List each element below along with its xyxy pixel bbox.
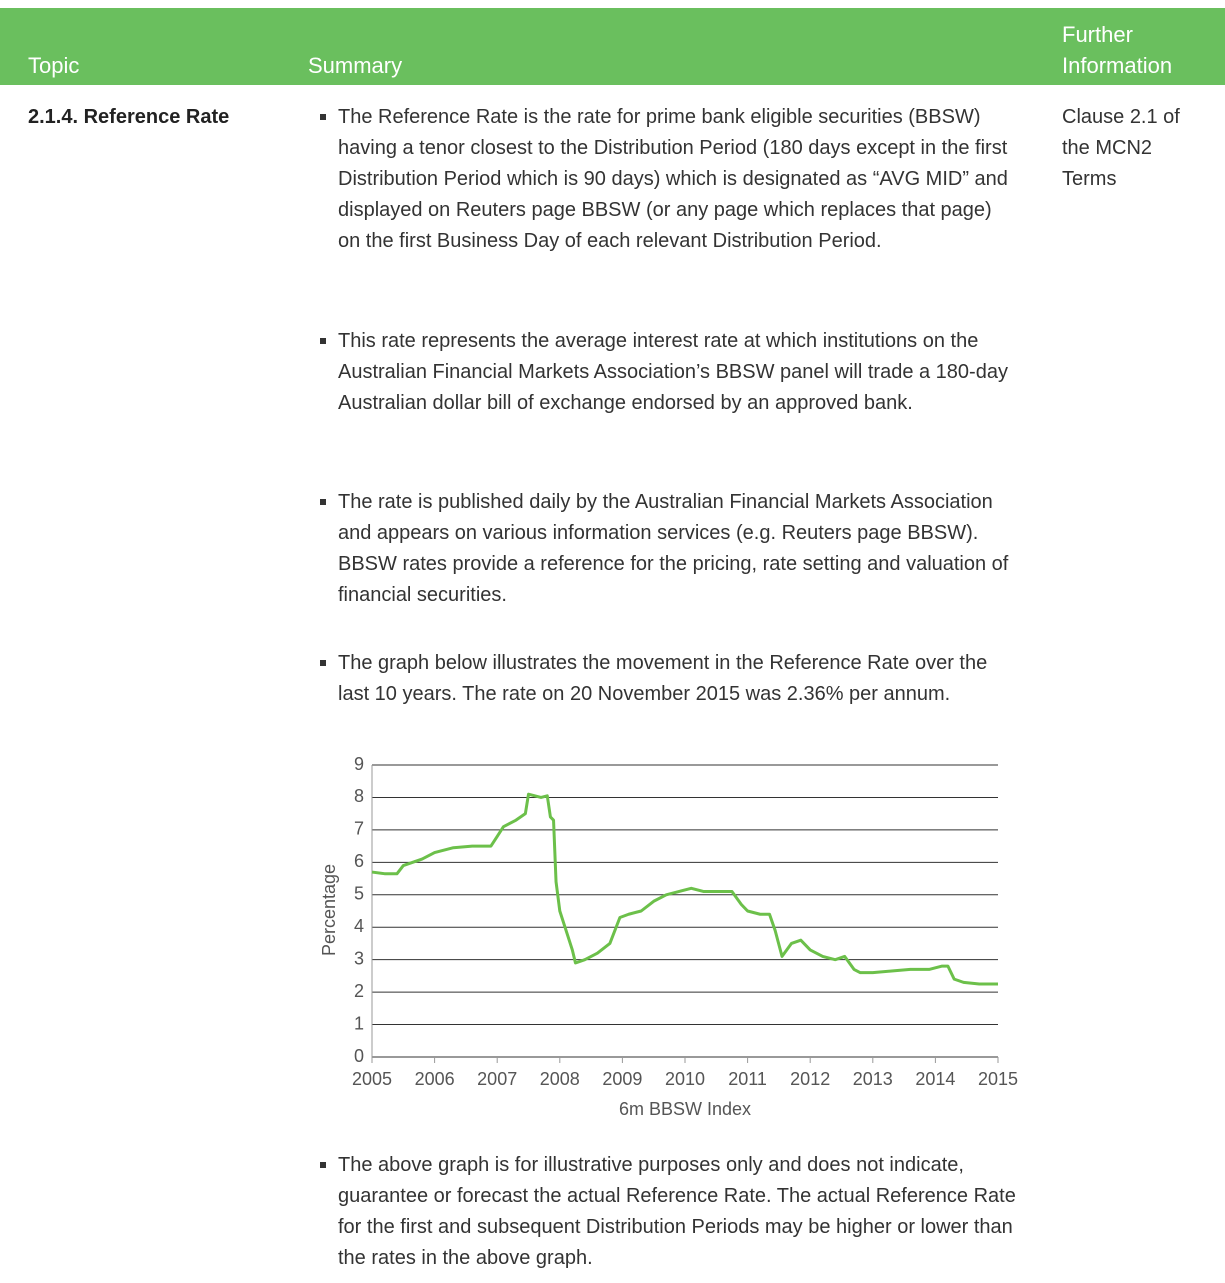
x-tick-label: 2012 [790,1069,830,1089]
y-axis-label: Percentage [319,864,339,956]
y-tick-label: 0 [354,1046,364,1066]
x-tick-label: 2008 [540,1069,580,1089]
x-tick-label: 2009 [602,1069,642,1089]
y-tick-label: 3 [354,948,364,968]
x-tick-label: 2015 [978,1069,1018,1089]
data-line [371,792,998,986]
bullet: This rate represents the average interes… [318,326,1018,419]
x-tick-label: 2010 [665,1069,705,1089]
header-cell: Further Information [1062,22,1173,78]
header-cell: Summary [308,53,403,78]
y-tick-label: 4 [354,916,364,936]
x-tick-label: 2013 [853,1069,893,1089]
bullet: The above graph is for illustrative purp… [318,1150,1018,1274]
x-tick-label: 2005 [352,1069,392,1089]
x-tick-label: 2006 [415,1069,455,1089]
table-header: Topic Summary Further Information [0,8,1225,85]
y-tick-label: 9 [354,754,364,774]
y-tick-label: 8 [354,786,364,806]
bullet: The graph below illustrates the movement… [318,648,1018,710]
bullet: The rate is published daily by the Austr… [318,487,1018,611]
topic: 2.1.4. Reference Rate [28,106,230,128]
y-tick-label: 5 [354,884,364,904]
y-tick-label: 7 [354,819,364,839]
y-tick-label: 6 [354,851,364,871]
y-tick-label: 1 [354,1013,364,1033]
header-cell: Topic [28,53,80,78]
x-tick-label: 2011 [728,1069,767,1089]
x-tick-label: 2007 [477,1069,517,1089]
x-tick-label: 2014 [915,1069,955,1089]
x-axis-label: 6m BBSW Index [619,1099,751,1119]
bullet: The Reference Rate is the rate for prime… [318,102,1018,257]
further-info: Clause 2.1 of the MCN2 Terms [1062,106,1180,190]
y-tick-label: 2 [354,981,364,1001]
